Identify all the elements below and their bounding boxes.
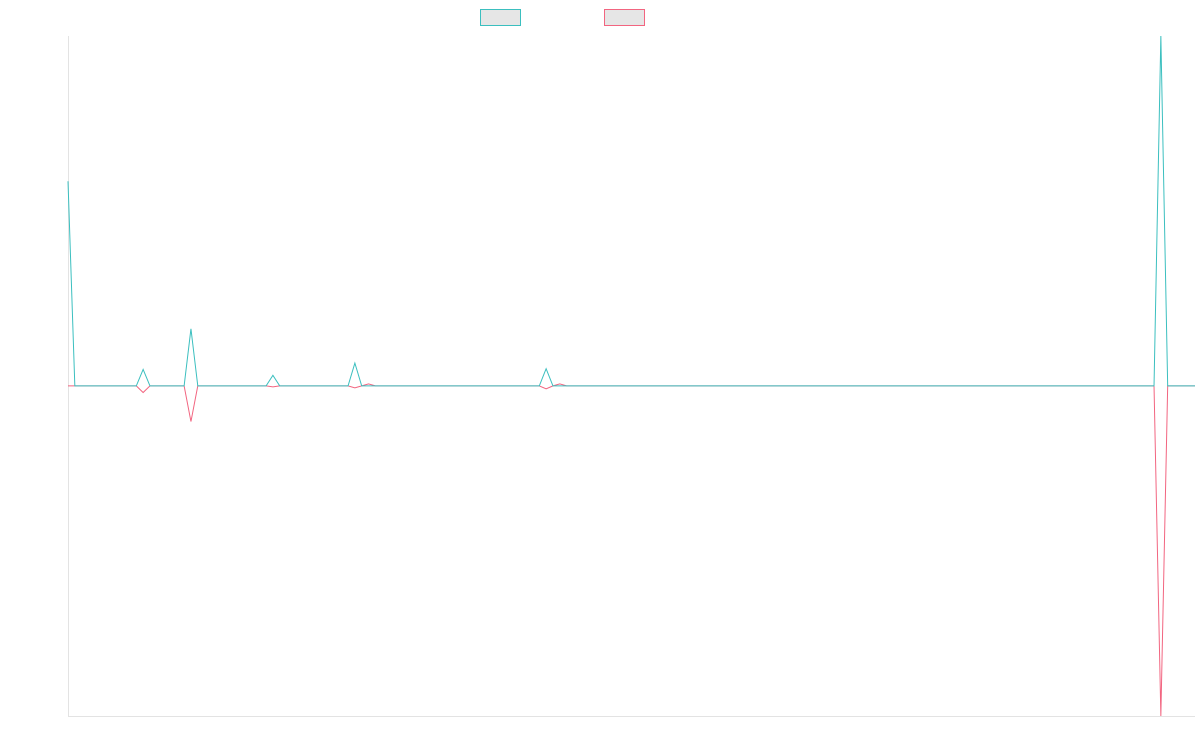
legend	[480, 9, 645, 26]
series-1-line	[67, 35, 1195, 387]
series-layer	[67, 35, 1195, 717]
plot-area	[67, 35, 1195, 717]
legend-swatch-series-1[interactable]	[480, 9, 521, 26]
legend-swatch-series-2[interactable]	[604, 9, 645, 26]
series-2-line	[68, 383, 1195, 717]
